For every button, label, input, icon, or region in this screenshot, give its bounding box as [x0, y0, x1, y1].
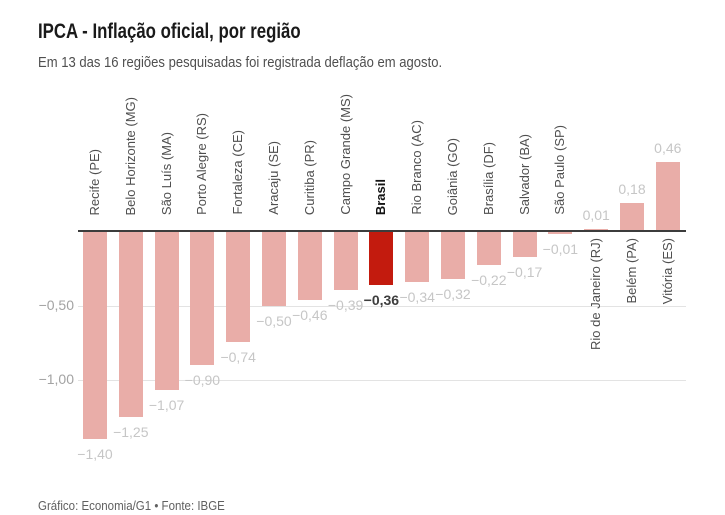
bar-sao-luis-ma — [154, 232, 179, 391]
bar-brasilia-df — [476, 232, 501, 265]
value-label-campo-grande-ms: −0,39 — [327, 296, 364, 313]
value-label-salvador-ba: −0,17 — [506, 264, 543, 281]
category-label-brasil: Brasil — [373, 178, 389, 215]
value-label-porto-alegre-rs: −0,90 — [184, 372, 221, 389]
chart-title: IPCA - Inflação oficial, por região — [38, 20, 301, 44]
bar-porto-alegre-rs — [190, 232, 215, 366]
category-label-belo-horizonte-mg: Belo Horizonte (MG) — [122, 96, 138, 215]
bar-sao-paulo-sp — [548, 232, 573, 234]
category-label-curitiba-pr: Curitiba (PR) — [301, 139, 317, 215]
category-label-fortaleza-ce: Fortaleza (CE) — [230, 130, 246, 215]
bar-rio-de-janeiro-rj — [584, 228, 609, 230]
value-label-goiania-go: −0,32 — [435, 286, 471, 303]
category-label-rio-branco-ac: Rio Branco (AC) — [409, 120, 425, 215]
bar-belo-horizonte-mg — [118, 232, 143, 417]
x-axis-zero-line — [78, 230, 686, 232]
value-label-brasilia-df: −0,22 — [471, 271, 507, 288]
bar-aracaju-se — [262, 232, 286, 306]
bar-fortaleza-ce — [226, 232, 251, 342]
bar-brasil — [369, 232, 394, 286]
y-axis-tick-label-1-00: −1,00 — [38, 371, 74, 387]
bar-rio-branco-ac — [405, 232, 430, 283]
value-label-rio-de-janeiro-rj: 0,01 — [582, 206, 610, 223]
category-label-sao-luis-ma: São Luís (MA) — [158, 131, 174, 215]
bar-campo-grande-ms — [333, 232, 358, 290]
bar-belem-pa — [620, 203, 644, 230]
bar-salvador-ba — [512, 232, 537, 258]
chart-subtitle: Em 13 das 16 regiões pesquisadas foi reg… — [38, 54, 443, 71]
value-label-belo-horizonte-mg: −1,25 — [113, 424, 149, 440]
y-axis-tick-label-0-50: −0,50 — [38, 297, 74, 313]
category-label-brasilia-df: Brasília (DF) — [480, 142, 496, 215]
y-gridline-1-00 — [78, 380, 686, 381]
category-label-goiania-go: Goiânia (GO) — [445, 137, 460, 215]
bar-goiania-go — [441, 232, 465, 280]
chart-credit: Gráfico: Economia/G1 • Fonte: IBGE — [38, 498, 225, 513]
category-label-recife-pe: Recife (PE) — [87, 148, 102, 215]
value-label-curitiba-pr: −0,46 — [292, 307, 328, 324]
value-label-aracaju-se: −0,50 — [256, 313, 292, 329]
bar-curitiba-pr — [297, 232, 322, 301]
category-label-salvador-ba: Salvador (BA) — [516, 134, 532, 215]
category-label-porto-alegre-rs: Porto Alegre (RS) — [194, 113, 210, 215]
category-label-vitoria-es: Vitória (ES) — [659, 238, 675, 305]
value-label-vitoria-es: 0,46 — [654, 139, 682, 156]
value-label-sao-luis-ma: −1,07 — [148, 397, 185, 414]
category-label-rio-de-janeiro-rj: Rio de Janeiro (RJ) — [588, 238, 604, 350]
category-label-belem-pa: Belém (PA) — [624, 238, 639, 304]
bar-recife-pe — [83, 232, 107, 440]
y-gridline-0-50 — [78, 306, 686, 307]
value-label-recife-pe: −1,40 — [77, 446, 113, 463]
value-label-fortaleza-ce: −0,74 — [220, 348, 256, 365]
value-label-rio-branco-ac: −0,34 — [399, 289, 435, 306]
category-label-sao-paulo-sp: São Paulo (SP) — [552, 125, 568, 215]
value-label-brasil: −0,36 — [363, 292, 400, 309]
category-label-aracaju-se: Aracaju (SE) — [266, 141, 281, 215]
value-label-belem-pa: 0,18 — [618, 181, 646, 198]
category-label-campo-grande-ms: Campo Grande (MS) — [337, 94, 353, 215]
bar-vitoria-es — [655, 161, 680, 230]
value-label-sao-paulo-sp: −0,01 — [542, 240, 579, 257]
